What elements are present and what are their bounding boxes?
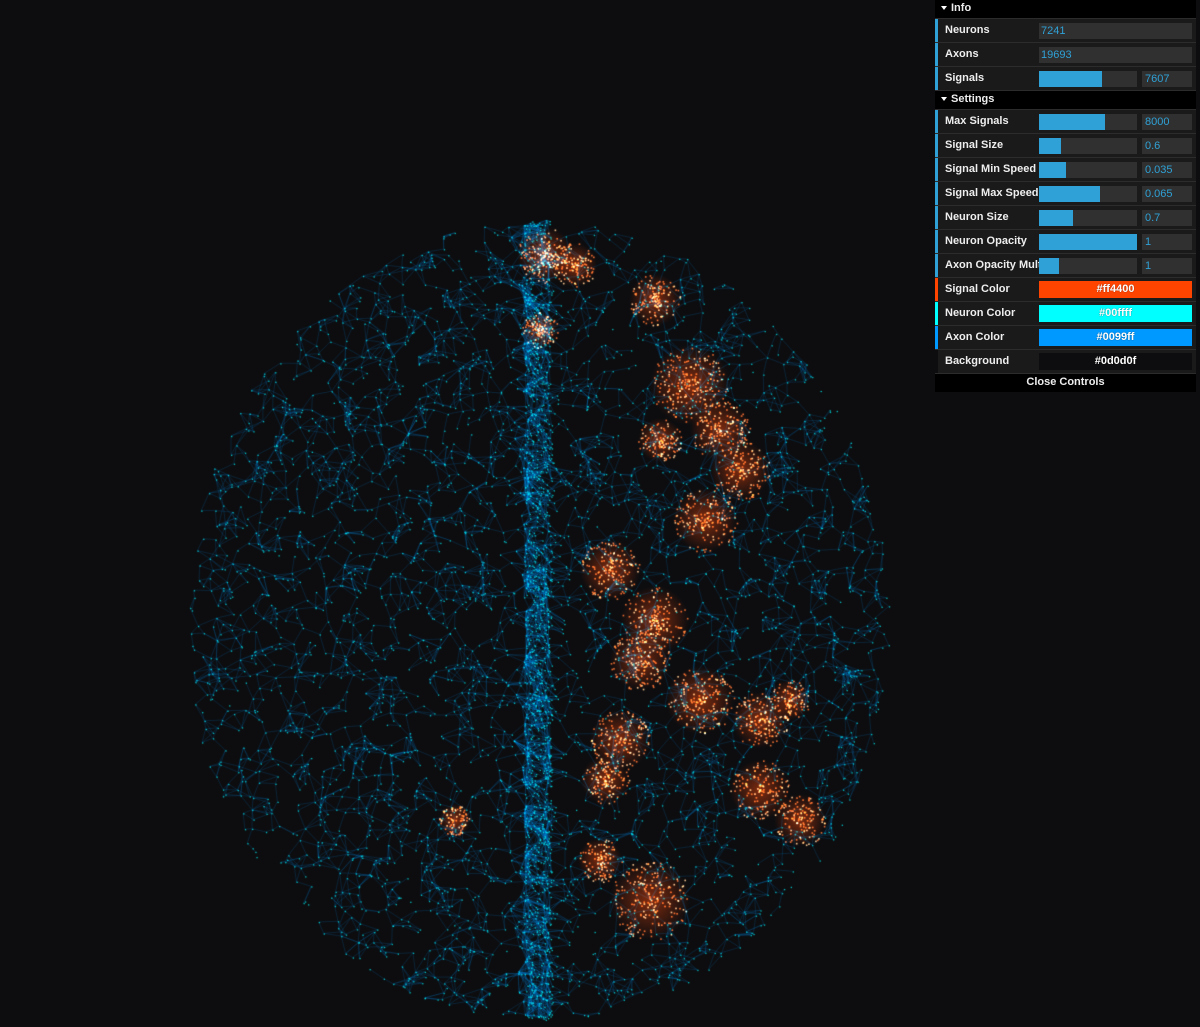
signals-number[interactable]: 7607 [1142, 71, 1192, 87]
axon-opacity-mult-label: Axon Opacity Mult [945, 259, 1042, 271]
neuron-size-number[interactable]: 0.7 [1142, 210, 1192, 226]
row-stripe [935, 19, 938, 42]
signal-max-speed-number[interactable]: 0.065 [1142, 186, 1192, 202]
background-row: Background #0d0d0f [935, 350, 1196, 374]
max-signals-number[interactable]: 8000 [1142, 114, 1192, 130]
row-stripe [935, 182, 938, 205]
row-stripe [935, 206, 938, 229]
neuron-color-label: Neuron Color [945, 307, 1016, 319]
neuron-opacity-row: Neuron Opacity 1 [935, 230, 1196, 254]
row-stripe [935, 158, 938, 181]
signal-max-speed-label: Signal Max Speed [945, 187, 1039, 199]
row-stripe [935, 350, 938, 373]
signal-color-label: Signal Color [945, 283, 1010, 295]
row-stripe [935, 302, 938, 325]
axon-opacity-mult-row: Axon Opacity Mult 1 [935, 254, 1196, 278]
row-stripe [935, 134, 938, 157]
signal-max-speed-row: Signal Max Speed 0.065 [935, 182, 1196, 206]
signal-color-row: Signal Color #ff4400 [935, 278, 1196, 302]
slider-fill [1039, 234, 1137, 250]
slider-fill [1039, 186, 1100, 202]
neuron-color-row: Neuron Color #00ffff [935, 302, 1196, 326]
axon-color-row: Axon Color #0099ff [935, 326, 1196, 350]
signal-min-speed-row: Signal Min Speed 0.035 [935, 158, 1196, 182]
axon-color-label: Axon Color [945, 331, 1005, 343]
row-stripe [935, 230, 938, 253]
neuron-color-picker[interactable]: #00ffff [1039, 305, 1192, 322]
neuron-opacity-number[interactable]: 1 [1142, 234, 1192, 250]
max-signals-label: Max Signals [945, 115, 1009, 127]
background-color-picker[interactable]: #0d0d0f [1039, 353, 1192, 370]
signal-min-speed-label: Signal Min Speed [945, 163, 1037, 175]
axon-color-picker[interactable]: #0099ff [1039, 329, 1192, 346]
slider-fill [1039, 71, 1102, 87]
background-label: Background [945, 355, 1010, 367]
signal-size-slider[interactable] [1039, 138, 1137, 154]
axon-opacity-mult-slider[interactable] [1039, 258, 1137, 274]
settings-folder-title[interactable]: Settings [935, 91, 1196, 110]
slider-fill [1039, 210, 1074, 226]
neurons-row: Neurons 7241 [935, 19, 1196, 43]
neuron-size-label: Neuron Size [945, 211, 1009, 223]
axons-label: Axons [945, 48, 979, 60]
neuron-opacity-label: Neuron Opacity [945, 235, 1027, 247]
row-stripe [935, 43, 938, 66]
neuron-size-row: Neuron Size 0.7 [935, 206, 1196, 230]
slider-fill [1039, 162, 1067, 178]
signal-size-row: Signal Size 0.6 [935, 134, 1196, 158]
signals-row: Signals 7607 [935, 67, 1196, 91]
axons-row: Axons 19693 [935, 43, 1196, 67]
row-stripe [935, 67, 938, 90]
neurons-label: Neurons [945, 24, 990, 36]
signal-min-speed-number[interactable]: 0.035 [1142, 162, 1192, 178]
control-panel: Info Neurons 7241 Axons 19693 Signals 76… [935, 0, 1196, 392]
axon-opacity-mult-number[interactable]: 1 [1142, 258, 1192, 274]
neuron-opacity-slider[interactable] [1039, 234, 1137, 250]
signal-max-speed-slider[interactable] [1039, 186, 1137, 202]
row-stripe [935, 110, 938, 133]
signal-min-speed-slider[interactable] [1039, 162, 1137, 178]
row-stripe [935, 278, 938, 301]
signals-slider[interactable] [1039, 71, 1137, 87]
neuron-size-slider[interactable] [1039, 210, 1137, 226]
row-stripe [935, 326, 938, 349]
neurons-value[interactable]: 7241 [1039, 23, 1192, 39]
close-controls-button[interactable]: Close Controls [935, 374, 1196, 392]
info-folder-title[interactable]: Info [935, 0, 1196, 19]
caret-down-icon [941, 96, 947, 101]
caret-down-icon [941, 5, 947, 10]
signal-size-label: Signal Size [945, 139, 1004, 151]
axons-value[interactable]: 19693 [1039, 47, 1192, 63]
slider-fill [1039, 258, 1059, 274]
row-stripe [935, 254, 938, 277]
max-signals-row: Max Signals 8000 [935, 110, 1196, 134]
max-signals-slider[interactable] [1039, 114, 1137, 130]
slider-fill [1039, 138, 1061, 154]
signal-color-picker[interactable]: #ff4400 [1039, 281, 1192, 298]
signals-label: Signals [945, 72, 985, 84]
slider-fill [1039, 114, 1105, 130]
signal-size-number[interactable]: 0.6 [1142, 138, 1192, 154]
